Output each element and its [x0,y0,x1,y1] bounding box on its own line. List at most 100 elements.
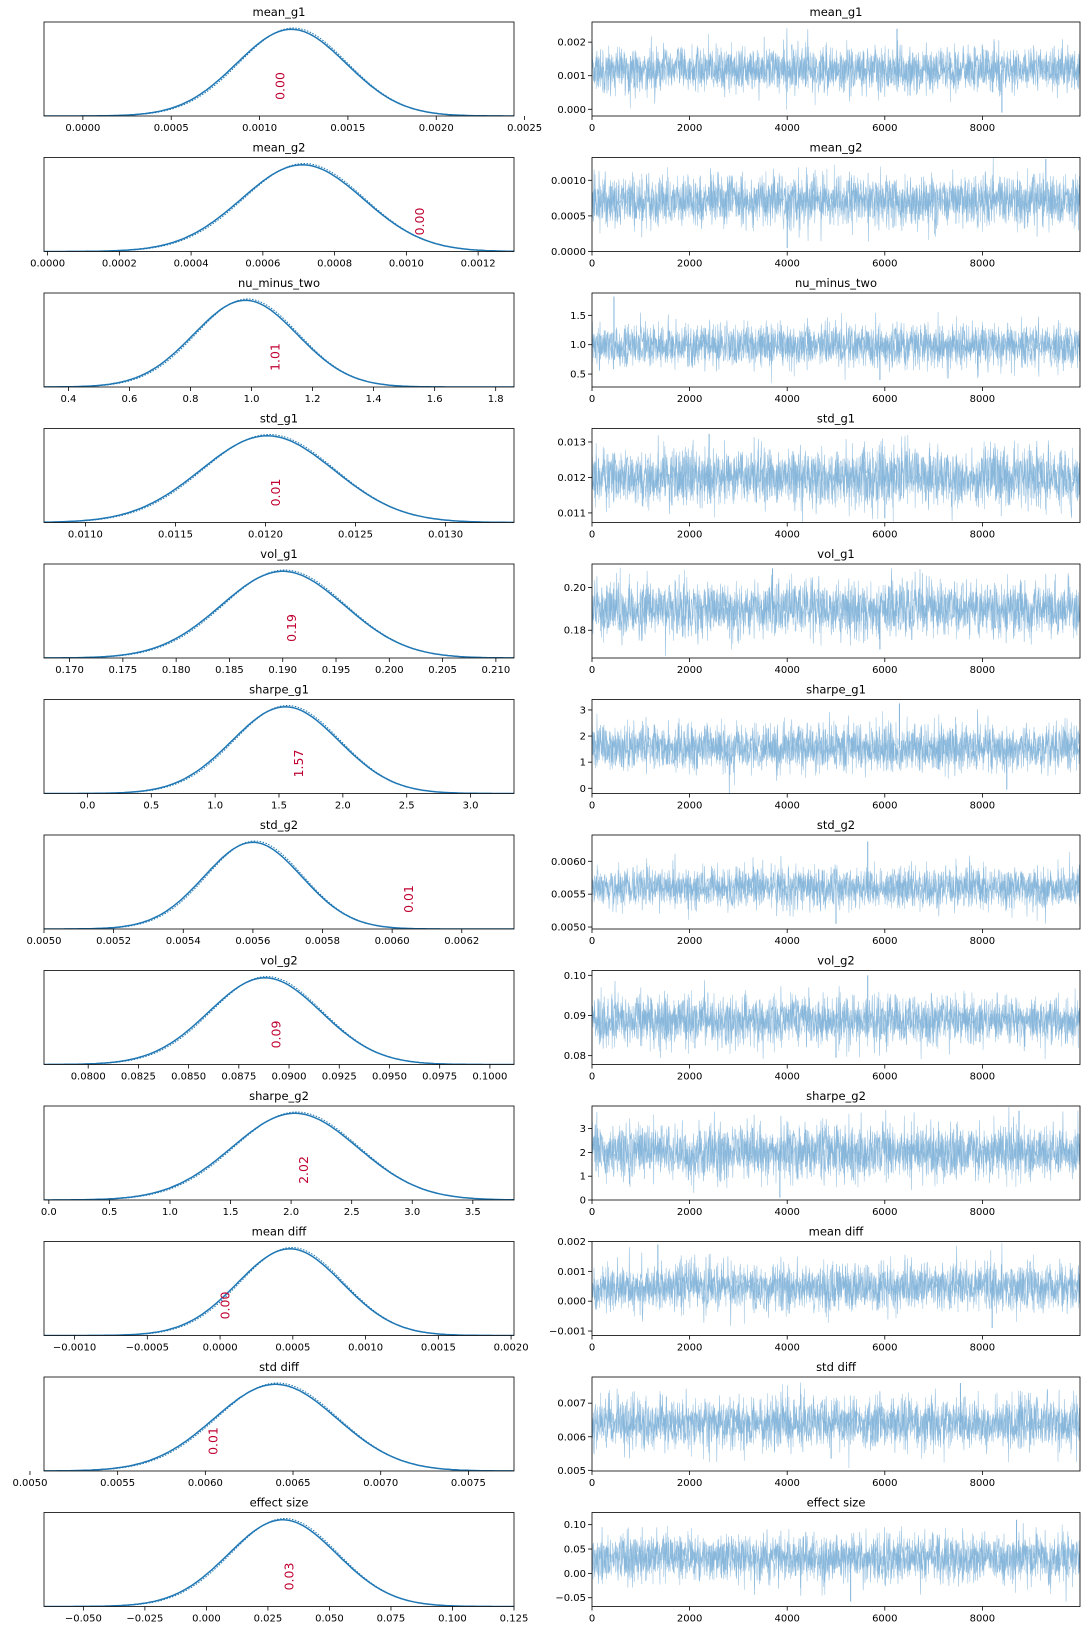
panel-title: mean diff [252,1225,308,1239]
x-tick-label: 1.8 [488,394,504,405]
x-tick-label: 6000 [872,530,897,541]
density-curve-chain-2 [44,1382,514,1471]
x-tick-label: 0.1000 [472,1072,507,1083]
x-tick-label: 2000 [677,259,702,270]
y-tick-label: 0.0005 [551,211,586,222]
trace-chain-1 [592,1523,1080,1602]
y-tick-label: 0.20 [564,583,586,594]
x-tick-label: 6000 [872,665,897,676]
x-tick-label: 0.0 [41,1207,57,1218]
trace-chain-1 [592,1245,1080,1326]
x-tick-label: 2.0 [335,801,351,812]
posterior-panel-9: mean diff 0.00 −0.0010 −0.0005 0.0000 0.0005 0… [43,1225,529,1354]
x-tick-label: 4000 [774,1207,799,1218]
axes-frame [43,1376,515,1472]
point-estimate-label: 1.01 [267,343,282,371]
x-tick-label: 2000 [677,665,702,676]
x-tick-label: 0.190 [268,665,297,676]
y-tick-label: 0.18 [564,626,586,637]
y-tick-label: 0 [580,784,586,795]
x-tick-label: 2.0 [283,1207,299,1218]
y-tick-label: 1 [580,1172,586,1183]
panel-title: mean_g2 [810,141,863,155]
trace-panel-9: mean diff −0.001 0.000 0.001 0.002 0 2000 4000 6… [549,1225,1081,1354]
trace-chain-1 [592,28,1080,104]
axes-frame [591,21,1081,117]
y-tick-label: −0.001 [549,1327,586,1338]
trace-panel-4: vol_g1 0.18 0.20 0 2000 4000 6000 8000 [564,547,1081,676]
axes-frame [43,157,515,252]
x-tick-label: 3.0 [404,1207,420,1218]
y-tick-label: 0.000 [557,105,586,116]
x-tick-label: 0.100 [438,1614,467,1625]
point-estimate-label: 2.02 [296,1156,311,1184]
density-curve-chain-2 [44,434,514,523]
x-tick-label: 0.0020 [419,123,454,134]
axes-frame [43,21,515,117]
trace-panel-0: mean_g1 0.000 0.001 0.002 0 2000 4000 6000 8000 [557,5,1081,134]
x-tick-label: 0.0025 [507,123,542,134]
axes-frame [43,970,515,1065]
density-curve [44,164,514,252]
y-tick-label: 0.05 [564,1545,586,1556]
density-curve [44,841,514,929]
x-tick-label: 3.5 [465,1207,481,1218]
density-curve [44,977,514,1065]
panel-title: effect size [807,1496,866,1510]
x-tick-label: 0.0070 [363,1478,398,1489]
x-tick-label: 0.0006 [245,259,280,270]
x-tick-label: 0 [589,259,595,270]
x-tick-label: 0 [589,1072,595,1083]
y-tick-label: 0.001 [557,1267,586,1278]
y-tick-label: 1 [580,758,586,769]
trace-panel-5: sharpe_g1 0 1 2 3 0 2000 4000 6000 8000 [580,683,1081,812]
x-tick-label: 6000 [872,123,897,134]
x-tick-label: 2000 [677,936,702,947]
panel-title: vol_g2 [817,954,854,968]
x-tick-label: 8000 [970,259,995,270]
x-tick-label: 0.0015 [330,123,365,134]
x-tick-label: 6000 [872,1478,897,1489]
x-tick-label: 0.0000 [65,123,100,134]
x-tick-label: −0.0010 [53,1343,96,1354]
x-tick-label: 0.0015 [421,1343,456,1354]
density-curve-chain-2 [44,840,514,929]
trace-panel-2: nu_minus_two 0.5 1.0 1.5 0 2000 4000 6000 8000 [570,276,1081,405]
y-tick-label: 0.001 [557,71,586,82]
density-curve-chain-2 [44,569,514,658]
density-curve [44,1112,514,1200]
x-tick-label: 6000 [872,1343,897,1354]
x-tick-label: 0.0800 [71,1072,106,1083]
x-tick-label: 0 [589,1207,595,1218]
x-tick-label: 0.185 [215,665,244,676]
x-tick-label: 0.205 [428,665,457,676]
x-tick-label: 1.4 [366,394,382,405]
x-tick-label: 0.0075 [451,1478,486,1489]
panel-title: sharpe_g2 [806,1089,866,1103]
x-tick-label: −0.050 [65,1614,102,1625]
y-tick-label: 0.012 [557,473,586,484]
x-tick-label: 0.0120 [248,530,283,541]
x-tick-label: 2000 [677,1478,702,1489]
panel-title: std_g2 [817,818,855,832]
y-tick-label: 0.013 [557,437,586,448]
axes-frame [43,292,515,388]
trace-panel-3: std_g1 0.011 0.012 0.013 0 2000 4000 6000 8000 [557,412,1081,541]
x-tick-label: 0.000 [192,1614,221,1625]
x-tick-label: 0 [589,936,595,947]
x-tick-label: 2000 [677,1343,702,1354]
x-tick-label: 8000 [970,394,995,405]
y-tick-label: 1.5 [570,311,586,322]
posterior-panel-6: std_g2 0.01 0.0050 0.0052 0.0054 0.0056 0.0058… [27,818,515,947]
panel-title: mean_g1 [810,5,863,19]
trace-panel-11: effect size −0.05 0.00 0.05 0.10 0 2000 4000 600… [555,1496,1081,1625]
posterior-panel-8: sharpe_g2 2.02 0.0 0.5 1.0 1.5 2.0 2.5 3.0 3.5 [41,1089,515,1218]
axes-frame [43,563,515,659]
x-tick-label: 0.0060 [188,1478,223,1489]
x-tick-label: 0.180 [162,665,191,676]
density-curve-chain-2 [44,1247,514,1336]
x-tick-label: 0.0065 [276,1478,311,1489]
posterior-panel-3: std_g1 0.01 0.0110 0.0115 0.0120 0.0125 0.0130 [43,412,515,541]
x-tick-label: 0.0125 [338,530,373,541]
